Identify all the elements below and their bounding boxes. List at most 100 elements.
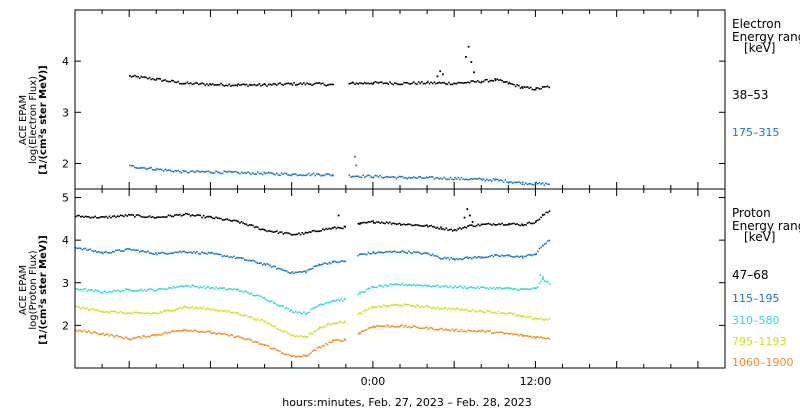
data-point bbox=[225, 309, 227, 312]
data-point bbox=[506, 224, 508, 226]
data-point bbox=[495, 287, 498, 289]
data-point bbox=[509, 181, 512, 183]
data-point bbox=[390, 223, 393, 225]
data-point bbox=[406, 177, 409, 180]
data-point bbox=[502, 224, 505, 226]
spike-point bbox=[337, 214, 340, 217]
data-point bbox=[467, 225, 470, 227]
data-point bbox=[359, 332, 361, 335]
data-point bbox=[121, 214, 124, 217]
data-point bbox=[533, 88, 535, 91]
data-point bbox=[81, 330, 84, 333]
data-point bbox=[430, 307, 432, 309]
data-point bbox=[318, 81, 321, 84]
data-point bbox=[250, 315, 253, 318]
data-point bbox=[186, 171, 189, 174]
data-point bbox=[86, 215, 88, 218]
data-point bbox=[233, 84, 235, 87]
data-point bbox=[263, 228, 266, 231]
data-point bbox=[478, 177, 481, 180]
data-point bbox=[86, 331, 88, 334]
data-point bbox=[186, 329, 189, 332]
data-point bbox=[97, 333, 100, 335]
data-point bbox=[502, 181, 505, 183]
data-point bbox=[143, 76, 146, 78]
data-point bbox=[119, 214, 122, 217]
data-point bbox=[132, 337, 135, 339]
data-point bbox=[155, 312, 157, 315]
data-point bbox=[502, 312, 504, 314]
data-point bbox=[242, 222, 244, 224]
data-point bbox=[489, 179, 491, 181]
data-point bbox=[234, 257, 237, 260]
data-point bbox=[531, 336, 534, 339]
data-point bbox=[76, 247, 79, 250]
data-point bbox=[179, 82, 181, 85]
data-point bbox=[313, 349, 315, 351]
data-point bbox=[385, 305, 388, 307]
data-point bbox=[462, 309, 464, 311]
data-point bbox=[191, 305, 194, 308]
data-point bbox=[81, 289, 84, 292]
data-point bbox=[196, 214, 198, 216]
data-point bbox=[465, 178, 468, 180]
data-point bbox=[135, 290, 138, 292]
data-point bbox=[422, 82, 425, 85]
data-point bbox=[162, 79, 165, 82]
data-point bbox=[237, 289, 240, 291]
data-point bbox=[138, 251, 141, 253]
data-point bbox=[508, 312, 510, 314]
data-point bbox=[231, 171, 234, 173]
data-point bbox=[162, 288, 165, 291]
data-point bbox=[467, 257, 470, 260]
data-point bbox=[126, 311, 129, 314]
data-point bbox=[389, 176, 391, 179]
data-point bbox=[531, 318, 534, 320]
data-point bbox=[531, 254, 534, 257]
data-point bbox=[395, 326, 398, 328]
data-point bbox=[394, 82, 396, 84]
data-point bbox=[328, 301, 331, 304]
data-point bbox=[169, 214, 171, 217]
data-point bbox=[438, 81, 441, 84]
data-point bbox=[513, 333, 515, 335]
electron-axis-ticks bbox=[74, 10, 726, 189]
data-point bbox=[166, 253, 168, 255]
data-point bbox=[137, 311, 139, 314]
data-point bbox=[400, 83, 402, 86]
data-point bbox=[389, 250, 391, 253]
data-point bbox=[509, 312, 512, 314]
data-point bbox=[306, 82, 308, 84]
data-point bbox=[175, 251, 178, 254]
data-point bbox=[253, 173, 256, 176]
data-point bbox=[316, 347, 319, 349]
data-point bbox=[359, 223, 361, 225]
data-point bbox=[306, 335, 309, 338]
data-point bbox=[189, 329, 192, 332]
data-point bbox=[364, 253, 366, 255]
data-point bbox=[110, 291, 112, 294]
data-point bbox=[233, 311, 235, 314]
data-point bbox=[298, 355, 300, 358]
data-point bbox=[269, 323, 272, 326]
data-point bbox=[236, 171, 239, 174]
data-point bbox=[228, 170, 230, 173]
data-point bbox=[228, 256, 230, 259]
data-point bbox=[436, 329, 439, 331]
data-point bbox=[543, 184, 546, 186]
data-point bbox=[308, 311, 311, 314]
data-point bbox=[372, 307, 375, 309]
data-point bbox=[148, 76, 151, 79]
data-point bbox=[533, 317, 535, 320]
data-point bbox=[370, 176, 373, 179]
data-point bbox=[416, 326, 418, 328]
data-point bbox=[291, 84, 294, 86]
data-point bbox=[132, 165, 135, 167]
data-point bbox=[360, 82, 363, 85]
data-point bbox=[426, 176, 428, 178]
data-point bbox=[394, 304, 396, 306]
data-point bbox=[159, 252, 162, 254]
data-point bbox=[367, 308, 370, 310]
data-point bbox=[337, 322, 339, 324]
data-point bbox=[497, 331, 500, 334]
